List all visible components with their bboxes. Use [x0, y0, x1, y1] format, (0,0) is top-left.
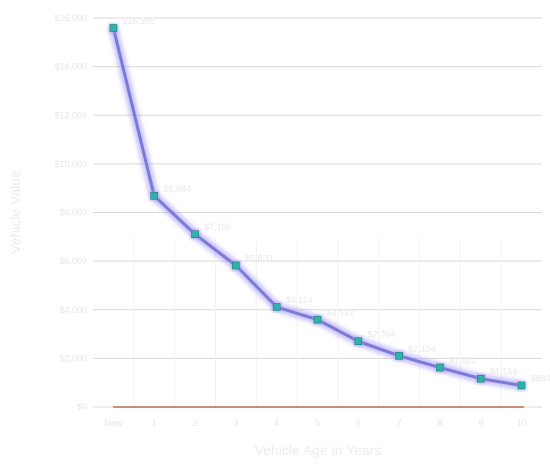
- y-axis-title: Vehicle Value: [7, 170, 23, 254]
- data-label: $884: [531, 374, 550, 384]
- y-axis-ticks: $0 $2,000 $4,000 $6,000 $8,000 $10,000 $12,000…: [54, 13, 87, 412]
- x-tick-label: 8: [437, 418, 442, 428]
- data-label: $5,820: [245, 254, 273, 264]
- y-tick-label: $16,000: [54, 13, 87, 23]
- data-point: [232, 261, 240, 270]
- x-tick-label: 9: [478, 418, 483, 428]
- data-label: $1,622: [449, 356, 477, 366]
- data-point: [191, 230, 199, 239]
- data-point: [395, 352, 403, 360]
- x-tick-label: 3: [233, 418, 238, 428]
- x-tick-label: 5: [315, 418, 320, 428]
- data-point: [272, 303, 281, 311]
- x-tick-label: 2: [193, 418, 198, 428]
- data-label: $7,106: [204, 222, 232, 232]
- data-point: [109, 24, 118, 32]
- data-point: [517, 381, 526, 390]
- x-axis-ticks: New 1 2 3 4 5 6 7 8 9 10: [104, 418, 526, 428]
- x-axis-title: Vehicle Age in Years: [255, 442, 382, 458]
- data-label: $1,164: [490, 367, 518, 377]
- data-label: $2,104: [408, 344, 436, 354]
- data-point: [313, 315, 322, 324]
- data-label: $15,588: [122, 16, 155, 26]
- data-labels: $15,588 $8,684 $7,106 $5,820 $4,114 $3,592 $2,…: [122, 16, 550, 383]
- x-tick-label: New: [104, 418, 123, 428]
- series-markers: [108, 23, 527, 391]
- x-tick-label: 7: [397, 418, 402, 428]
- y-tick-label: $2,000: [59, 353, 87, 363]
- x-tick-label: 6: [356, 418, 361, 428]
- grid-lines: [93, 17, 542, 408]
- y-tick-label: $6,000: [59, 256, 87, 266]
- data-label: $8,684: [163, 184, 191, 194]
- data-label: $4,114: [286, 295, 313, 305]
- data-point: [436, 363, 444, 372]
- x-tick-label: 10: [517, 418, 527, 428]
- y-tick-label: $4,000: [59, 305, 87, 315]
- x-tick-label: 1: [152, 418, 157, 428]
- data-label: $2,704: [367, 329, 395, 339]
- y-tick-label: $0: [77, 402, 87, 412]
- y-tick-label: $14,000: [54, 62, 87, 72]
- data-label: $3,592: [327, 308, 355, 318]
- data-point: [150, 192, 159, 200]
- data-point: [354, 337, 363, 346]
- data-point: [476, 374, 485, 383]
- y-tick-label: $12,000: [54, 110, 87, 120]
- y-tick-label: $8,000: [59, 208, 87, 218]
- x-tick-label: 4: [274, 418, 279, 428]
- y-tick-label: $10,000: [54, 159, 87, 169]
